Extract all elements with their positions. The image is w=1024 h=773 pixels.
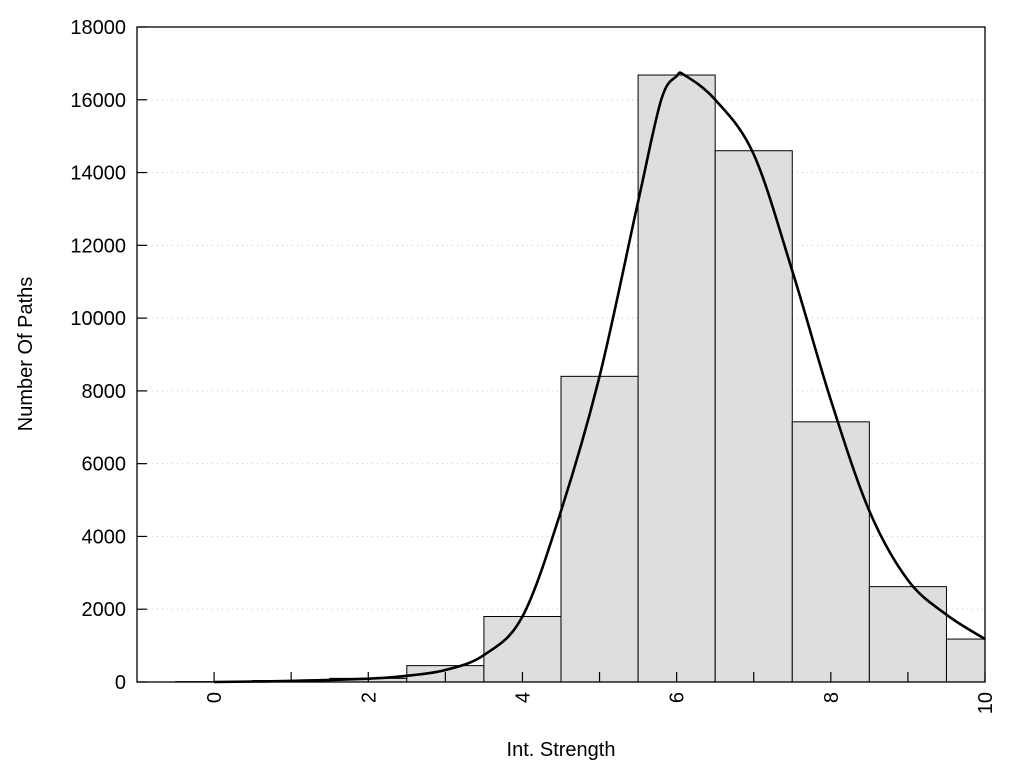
y-tick-label: 10000 [70,308,126,330]
x-tick-label: 8 [821,692,843,703]
y-tick-label: 18000 [70,17,126,39]
bars [176,75,985,682]
histogram-bar [946,639,985,682]
x-tick-label: 0 [204,692,226,703]
y-tick-label: 8000 [82,381,127,403]
y-tick-label: 12000 [70,235,126,257]
histogram-bar [561,376,638,682]
y-axis-ticks: 0 2000 4000 6000 8000 10000 12000 14000 16000 180… [70,17,147,694]
y-tick-label: 14000 [70,163,126,185]
y-tick-label: 6000 [82,454,127,476]
x-tick-label: 6 [667,692,689,703]
histogram-bar [869,587,946,682]
histogram-bar [638,75,715,682]
x-tick-label: 2 [358,692,380,703]
y-tick-label: 0 [115,672,126,694]
y-axis-label: Number Of Paths [15,277,37,432]
x-tick-label: 4 [512,692,534,703]
x-tick-label: 10 [975,692,997,714]
y-tick-label: 2000 [82,599,127,621]
y-tick-label: 4000 [82,526,127,548]
histogram-bar [792,422,869,682]
x-axis-label: Int. Strength [507,739,616,761]
y-tick-label: 16000 [70,90,126,112]
